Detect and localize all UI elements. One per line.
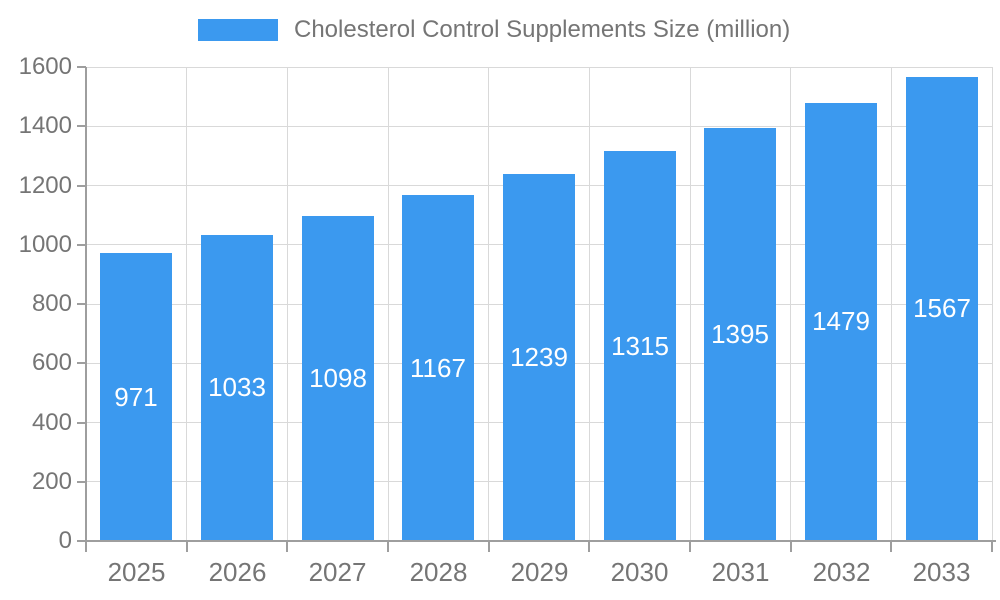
y-axis-tick [77,243,86,246]
x-axis-label: 2031 [711,557,770,587]
v-gridline [890,67,892,541]
y-axis-label: 1600 [18,53,72,80]
x-axis-tick [286,541,289,552]
bar-2033[interactable]: 1567 [906,76,978,541]
y-axis-tick [77,421,86,424]
x-axis-tick [387,541,389,552]
v-gridline [488,67,490,541]
y-axis-label: 1200 [18,171,72,199]
x-axis-line [77,540,996,542]
x-axis-tick [487,541,490,552]
v-gridline [790,67,792,541]
v-gridline [991,67,993,541]
y-axis-label: 400 [31,408,72,436]
y-axis-tick [77,184,86,187]
bar-value-label: 1239 [510,341,568,372]
y-axis-label: 600 [31,349,72,377]
x-axis-label: 2026 [208,557,267,587]
bar-value-label: 971 [114,381,158,412]
v-gridline [186,67,188,541]
bar-2032[interactable]: 1479 [805,102,877,541]
y-axis-tick [77,362,86,365]
bar-2025[interactable]: 971 [100,253,172,541]
x-axis-label: 2025 [107,557,166,587]
bar-2026[interactable]: 1033 [201,234,273,541]
y-axis-label: 1400 [18,112,72,140]
x-axis-tick [689,541,691,552]
v-gridline [286,67,288,541]
x-axis-label: 2032 [812,557,871,587]
x-axis-label: 2028 [409,557,468,587]
bar-2031[interactable]: 1395 [704,127,776,541]
x-axis-label: 2033 [912,557,971,587]
x-axis-tick [991,541,993,552]
x-axis-tick [890,541,893,552]
y-axis-label: 800 [31,290,72,317]
y-axis-label: 1000 [18,230,72,258]
v-gridline [689,67,691,541]
legend-swatch-icon [198,19,278,41]
y-axis-tick [77,66,86,68]
h-gridline [86,66,992,68]
x-axis-tick [185,541,188,552]
x-axis-label: 2029 [510,557,569,587]
x-axis-tick [588,541,591,552]
bar-value-label: 1479 [812,306,870,337]
x-axis-tick [789,541,792,552]
bar-value-label: 1315 [611,330,669,361]
bar-2028[interactable]: 1167 [402,195,474,541]
y-axis-tick [77,303,86,305]
x-axis-label: 2027 [308,557,367,587]
bar-value-label: 1567 [913,293,971,324]
bar-value-label: 1395 [711,318,769,349]
bar-2027[interactable]: 1098 [302,215,374,541]
v-gridline [387,67,389,541]
v-gridline [588,67,590,541]
bar-value-label: 1167 [410,352,466,383]
bar-value-label: 1033 [208,372,266,403]
y-axis-label: 0 [58,527,72,554]
y-axis-label: 200 [31,467,72,495]
y-axis-tick [77,480,86,483]
bar-2029[interactable]: 1239 [503,173,575,541]
y-axis-line [85,67,87,552]
h-gridline [86,125,992,127]
legend-label: Cholesterol Control Supplements Size (mi… [294,16,791,43]
x-axis-label: 2030 [610,557,669,587]
y-axis-tick [77,125,86,128]
bar-2030[interactable]: 1315 [604,151,676,541]
bar-value-label: 1098 [309,362,367,393]
chart-legend[interactable]: Cholesterol Control Supplements Size (mi… [198,16,790,44]
